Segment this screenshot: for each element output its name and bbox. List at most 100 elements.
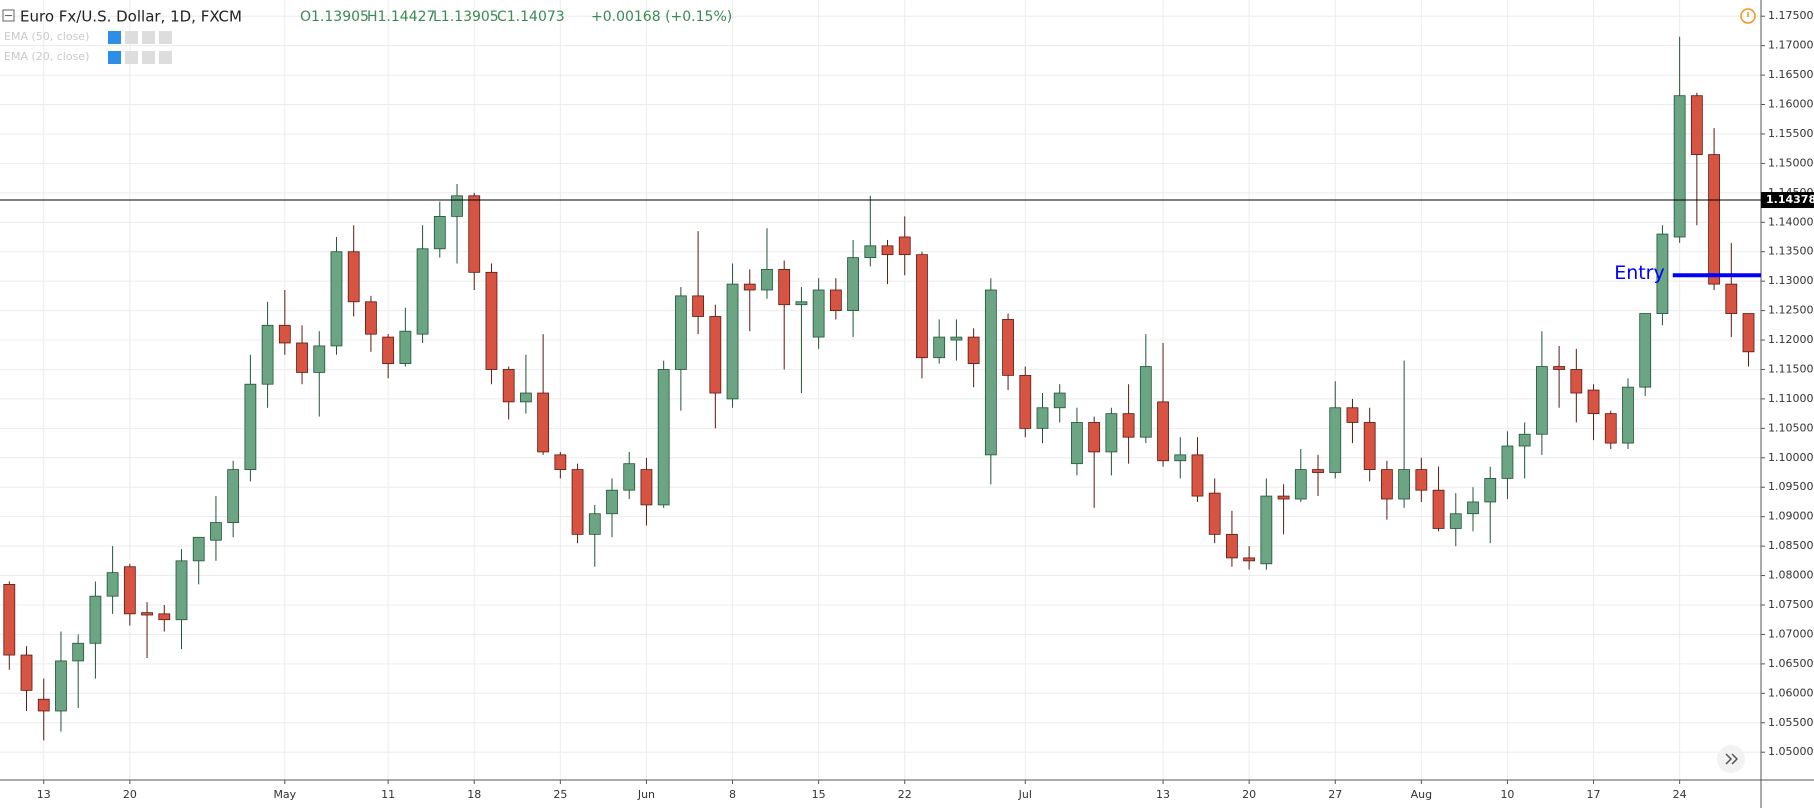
overlay: 1.05000 1.05500 1.06000 1.06500 1.07000 1.075…	[0, 9, 1814, 801]
candle-body	[829, 289, 842, 312]
y-tick-label: 1.15000	[1768, 156, 1814, 169]
scroll-button-icon	[1725, 753, 1739, 765]
candle-body	[1398, 469, 1411, 500]
candle-body	[864, 245, 877, 259]
y-tick-label: 1.08500	[1768, 539, 1814, 552]
candle-body	[1656, 233, 1669, 314]
candle-body	[175, 560, 188, 621]
y-tick-label: 1.11000	[1768, 392, 1814, 405]
candle-body	[1260, 495, 1273, 565]
eye-button[interactable]	[108, 51, 121, 64]
x-tick-label: 8	[729, 788, 736, 801]
header-value: C1.14073	[497, 9, 565, 25]
candle-body	[1449, 513, 1462, 529]
x-tick-label: 17	[1587, 788, 1601, 801]
header-value: O1.13905	[300, 9, 369, 25]
candle-body	[898, 236, 911, 256]
candle-body	[933, 336, 946, 359]
y-tick-label: 1.16500	[1768, 68, 1814, 81]
candle-body	[210, 522, 222, 541]
y-tick-label: 1.13000	[1768, 274, 1814, 287]
y-tick-label: 1.16000	[1768, 98, 1814, 111]
settings-button[interactable]	[125, 31, 138, 44]
candle-body	[1570, 369, 1583, 394]
candle-body	[330, 251, 343, 347]
y-tick-label: 1.05500	[1768, 716, 1814, 729]
y-tick-label: 1.07000	[1768, 627, 1814, 640]
candle-body	[795, 301, 808, 306]
candle-body	[1501, 445, 1514, 479]
candle-body	[37, 698, 50, 712]
candle-body	[1673, 95, 1686, 238]
candle-body	[726, 283, 739, 400]
candle-body	[623, 463, 636, 491]
candle-body	[1277, 495, 1290, 500]
candle-body	[3, 583, 16, 656]
candle-body	[227, 469, 240, 523]
candle-body	[502, 369, 515, 403]
candle-body	[192, 536, 205, 562]
candle-body	[1243, 557, 1256, 562]
candle-body	[1708, 154, 1720, 285]
y-tick-label: 1.17500	[1768, 9, 1814, 22]
candle-body	[692, 295, 704, 317]
candle-body	[1105, 413, 1118, 453]
candle-body	[1484, 478, 1497, 503]
collapse-icon[interactable]	[2, 9, 15, 22]
candle-body	[571, 469, 584, 535]
y-tick-label: 1.09500	[1768, 480, 1814, 493]
x-tick-label: 18	[467, 788, 481, 801]
candle-body	[55, 660, 67, 712]
y-tick-label: 1.10500	[1768, 421, 1814, 434]
candle-body	[399, 330, 412, 364]
candle-body	[520, 392, 532, 403]
add-button[interactable]	[142, 31, 155, 44]
header-value: L1.13905	[433, 9, 499, 25]
candle-body	[761, 268, 773, 291]
candle-body	[1226, 533, 1238, 559]
candle-body	[123, 566, 136, 615]
candle-body	[451, 195, 463, 217]
add-button[interactable]	[142, 51, 155, 64]
x-tick-label: Jul	[1018, 788, 1032, 801]
candle-body	[967, 336, 980, 364]
candle-body	[1071, 422, 1083, 465]
candle-body	[158, 613, 171, 621]
remove-button[interactable]	[159, 31, 172, 44]
candle-body	[950, 336, 963, 341]
price-line-label: 1.14378	[1766, 193, 1814, 206]
y-tick-label: 1.06000	[1768, 686, 1814, 699]
candle-body	[1742, 313, 1755, 353]
y-tick-label: 1.11500	[1768, 362, 1814, 375]
candle-body	[554, 454, 567, 470]
candle-body	[709, 316, 722, 394]
candle-body	[1467, 501, 1479, 515]
candle-body	[1329, 407, 1342, 473]
candle-body	[640, 469, 653, 506]
remove-button[interactable]	[159, 51, 172, 64]
candle-body	[1036, 407, 1049, 429]
indicator-label[interactable]: EMA (20, close)	[4, 50, 89, 63]
candle-body	[1535, 366, 1548, 435]
header-value: H1.14427	[367, 9, 435, 25]
y-tick-label: 1.10000	[1768, 451, 1814, 464]
candle-body	[1122, 413, 1135, 438]
y-tick-label: 1.09000	[1768, 510, 1814, 523]
x-tick-label: 13	[1156, 788, 1170, 801]
indicator-label[interactable]: EMA (50, close)	[4, 30, 89, 43]
eye-button[interactable]	[108, 31, 121, 44]
candle-body	[72, 642, 85, 662]
candle-body	[1622, 386, 1634, 444]
candle-body	[313, 345, 326, 373]
x-tick-label: 25	[553, 788, 567, 801]
candle-body	[382, 336, 395, 364]
candle-body	[1690, 95, 1703, 155]
candle-body	[674, 295, 687, 370]
x-tick-label: 27	[1328, 788, 1342, 801]
candle-body	[433, 215, 446, 250]
x-tick-label: 24	[1673, 788, 1687, 801]
candle-body	[106, 572, 119, 597]
candle-body	[1587, 389, 1600, 415]
alert-icon[interactable]	[1740, 8, 1756, 24]
settings-button[interactable]	[125, 51, 138, 64]
